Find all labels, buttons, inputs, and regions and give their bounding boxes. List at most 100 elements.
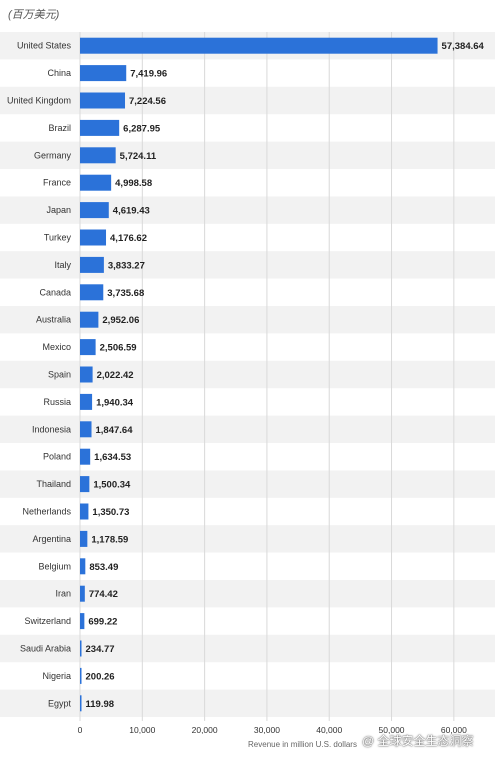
row-stripe — [0, 470, 495, 498]
data-label: 774.42 — [89, 589, 118, 600]
category-label: Thailand — [36, 479, 71, 489]
data-label: 2,022.42 — [97, 370, 134, 381]
category-label: United Kingdom — [7, 96, 71, 106]
data-label: 200.26 — [86, 671, 115, 682]
data-label: 1,940.34 — [96, 397, 134, 408]
data-label: 1,847.64 — [96, 425, 134, 436]
data-label: 234.77 — [86, 644, 115, 655]
category-label: Belgium — [38, 561, 71, 571]
data-label: 3,833.27 — [108, 260, 145, 271]
row-stripe — [0, 196, 495, 224]
bar — [80, 256, 104, 273]
row-stripes — [0, 32, 495, 717]
category-label: France — [43, 178, 71, 188]
x-tick-label: 10,000 — [129, 725, 155, 735]
data-label: 3,735.68 — [107, 288, 144, 299]
watermark-text: @ 全球安全生态洞察 — [362, 734, 474, 748]
data-label: 1,500.34 — [93, 480, 131, 491]
value-labels: 57,384.64 7,419.96 7,224.56 6,287.95 5,724.1… — [86, 41, 485, 710]
bar — [80, 339, 96, 356]
bar — [80, 585, 85, 602]
category-label: Mexico — [42, 342, 71, 352]
category-label: Germany — [34, 150, 72, 160]
x-axis-title: Revenue in million U.S. dollars — [248, 740, 357, 749]
x-tick-label: 60,000 — [441, 725, 467, 735]
bar — [80, 284, 104, 301]
category-label: Canada — [39, 287, 71, 297]
category-label: Argentina — [32, 534, 71, 544]
category-label: Poland — [43, 452, 71, 462]
category-label: Japan — [46, 205, 71, 215]
category-label: Nigeria — [42, 671, 71, 681]
bar — [80, 503, 89, 520]
row-stripe — [0, 141, 495, 169]
data-label: 2,952.06 — [102, 315, 139, 326]
row-stripe — [0, 634, 495, 663]
bar — [80, 65, 127, 82]
data-label: 1,350.73 — [92, 507, 129, 518]
bar — [80, 393, 93, 410]
bar — [80, 421, 92, 438]
category-label: United States — [17, 41, 72, 51]
bar — [80, 558, 86, 575]
data-label: 7,224.56 — [129, 96, 166, 107]
category-label: Italy — [54, 260, 71, 270]
data-label: 5,724.11 — [120, 151, 157, 162]
data-label: 4,176.62 — [110, 233, 147, 244]
bar — [80, 366, 93, 383]
bar — [80, 311, 99, 328]
bar — [80, 202, 109, 219]
bar — [80, 174, 112, 191]
unit-caption: (百万美元) — [8, 9, 60, 21]
row-stripe — [0, 525, 495, 553]
data-label: 1,634.53 — [94, 452, 131, 463]
data-label: 57,384.64 — [442, 41, 485, 52]
bar — [80, 119, 120, 136]
category-label: Saudi Arabia — [20, 644, 71, 654]
bars — [80, 37, 438, 712]
category-label: Switzerland — [24, 616, 71, 626]
data-label: 119.98 — [86, 699, 115, 710]
data-label: 699.22 — [88, 617, 117, 628]
bar — [80, 695, 82, 712]
x-tick-label: 30,000 — [254, 725, 280, 735]
category-label: Egypt — [48, 698, 72, 708]
bar — [80, 147, 116, 164]
data-label: 853.49 — [89, 562, 118, 573]
row-stripe — [0, 251, 495, 279]
x-tick-label: 50,000 — [379, 725, 405, 735]
category-label: Australia — [36, 315, 71, 325]
bar — [80, 448, 91, 465]
category-label: Netherlands — [22, 507, 71, 517]
row-stripe — [0, 580, 495, 608]
x-axis-ticks: 0 10,000 20,000 30,000 40,000 50,000 60,000 — [78, 725, 467, 735]
category-label: Spain — [48, 370, 71, 380]
bar — [80, 92, 126, 109]
row-stripe — [0, 306, 495, 334]
category-labels: United States China United Kingdom Brazil Ge… — [7, 41, 72, 709]
data-label: 4,619.43 — [113, 206, 150, 217]
category-label: China — [47, 68, 71, 78]
category-label: Brazil — [48, 123, 71, 133]
bar — [80, 229, 107, 246]
data-label: 1,178.59 — [91, 534, 128, 545]
category-label: Turkey — [44, 233, 72, 243]
data-label: 2,506.59 — [100, 343, 137, 354]
x-tick-label: 0 — [78, 725, 83, 735]
data-label: 4,998.58 — [115, 178, 152, 189]
data-label: 7,419.96 — [130, 69, 167, 80]
bar — [80, 667, 82, 684]
row-stripe — [0, 360, 495, 389]
row-stripe — [0, 689, 495, 717]
bar — [80, 476, 90, 493]
category-label: Iran — [55, 589, 71, 599]
row-stripe — [0, 415, 495, 443]
x-tick-label: 20,000 — [192, 725, 218, 735]
bar — [80, 37, 438, 54]
category-label: Indonesia — [32, 424, 71, 434]
category-label: Russia — [43, 397, 71, 407]
row-stripe — [0, 86, 495, 115]
x-tick-label: 40,000 — [316, 725, 342, 735]
bar — [80, 613, 85, 630]
